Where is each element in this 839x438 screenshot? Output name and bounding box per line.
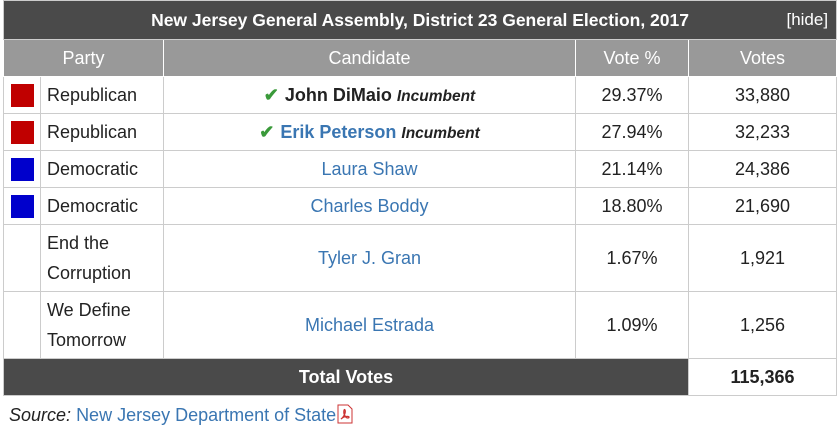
total-label: Total Votes bbox=[3, 358, 689, 396]
votes: 33,880 bbox=[687, 76, 838, 114]
header-row: Party Candidate Vote % Votes bbox=[3, 39, 838, 77]
party: Democratic bbox=[40, 187, 164, 225]
candidate: John DiMaio bbox=[284, 84, 392, 105]
candidate[interactable]: Michael Estrada bbox=[304, 315, 435, 335]
pdf-icon bbox=[337, 404, 353, 424]
party-swatch bbox=[10, 194, 34, 218]
party-swatch-cell bbox=[3, 113, 41, 151]
source-label: Source: bbox=[9, 405, 72, 425]
vote-pct: 1.09% bbox=[575, 291, 689, 359]
vote-pct: 1.67% bbox=[575, 224, 689, 292]
title: New Jersey General Assembly, District 23… bbox=[151, 9, 689, 30]
title-bar: New Jersey General Assembly, District 23… bbox=[2, 0, 838, 40]
candidate-cell: Laura Shaw bbox=[163, 150, 576, 188]
candidate-cell: Michael Estrada bbox=[163, 291, 576, 359]
column-header: Party bbox=[3, 39, 164, 77]
candidate-row: Democratic Laura Shaw 21.14% 24,386 bbox=[3, 150, 838, 188]
candidate-row: End the Corruption Tyler J. Gran 1.67% 1,92… bbox=[3, 224, 838, 292]
party: Republican bbox=[40, 113, 164, 151]
winner-check: ✔ bbox=[259, 121, 275, 142]
party-swatch bbox=[10, 83, 34, 107]
total-row: Total Votes 115,366 bbox=[3, 358, 838, 396]
candidate[interactable]: Charles Boddy bbox=[310, 195, 429, 216]
candidate[interactable]: Tyler J. Gran bbox=[317, 248, 422, 268]
votes: 32,233 bbox=[687, 113, 838, 151]
party-swatch-cell bbox=[3, 76, 41, 114]
vote-pct: 27.94% bbox=[575, 113, 689, 151]
party: Republican bbox=[40, 76, 164, 114]
hide-link[interactable]: [hide] bbox=[786, 10, 829, 29]
party-swatch-cell bbox=[3, 224, 41, 292]
votes: 1,921 bbox=[687, 224, 838, 292]
candidate-row: Republican ✔ John DiMaio Incumbent 29.37% 33… bbox=[3, 76, 838, 114]
party: End the Corruption bbox=[40, 224, 164, 292]
source: Source: New Jersey Department of State bbox=[0, 396, 839, 434]
candidate-row: Republican ✔ Erik Peterson Incumbent 27.94%… bbox=[3, 113, 838, 151]
party: We Define Tomorrow bbox=[40, 291, 164, 359]
incumbent: Incumbent bbox=[401, 124, 480, 142]
party-swatch bbox=[10, 157, 34, 181]
candidate-row: We Define Tomorrow Michael Estrada 1.09% 1,… bbox=[3, 291, 838, 359]
results-table: New Jersey General Assembly, District 23… bbox=[2, 0, 838, 396]
winner-check: ✔ bbox=[263, 84, 279, 105]
vote-pct: 21.14% bbox=[575, 150, 689, 188]
incumbent: Incumbent bbox=[396, 87, 476, 105]
total-votes: 115,366 bbox=[687, 358, 838, 396]
party-swatch-cell bbox=[3, 150, 41, 188]
column-header: Candidate bbox=[163, 39, 576, 77]
party-swatch bbox=[10, 120, 34, 144]
party-swatch-cell bbox=[3, 187, 41, 225]
party-swatch-cell bbox=[3, 291, 41, 359]
candidate-cell: ✔ John DiMaio Incumbent bbox=[163, 76, 576, 114]
column-header: Votes bbox=[687, 39, 838, 77]
party: Democratic bbox=[40, 150, 164, 188]
candidate[interactable]: Laura Shaw bbox=[321, 158, 418, 179]
votes: 24,386 bbox=[687, 150, 838, 188]
votes: 21,690 bbox=[687, 187, 838, 225]
candidate-cell: ✔ Erik Peterson Incumbent bbox=[163, 113, 576, 151]
vote-pct: 29.37% bbox=[575, 76, 689, 114]
source-link[interactable]: New Jersey Department of State bbox=[76, 405, 337, 425]
vote-pct: 18.80% bbox=[575, 187, 689, 225]
column-header: Vote % bbox=[575, 39, 689, 77]
candidate-row: Democratic Charles Boddy 18.80% 21,690 bbox=[3, 187, 838, 225]
candidate-cell: Charles Boddy bbox=[163, 187, 576, 225]
table-body: Republican ✔ John DiMaio Incumbent 29.37% 33… bbox=[3, 76, 838, 359]
votes: 1,256 bbox=[687, 291, 838, 359]
candidate-cell: Tyler J. Gran bbox=[163, 224, 576, 292]
candidate[interactable]: Erik Peterson bbox=[280, 121, 397, 142]
